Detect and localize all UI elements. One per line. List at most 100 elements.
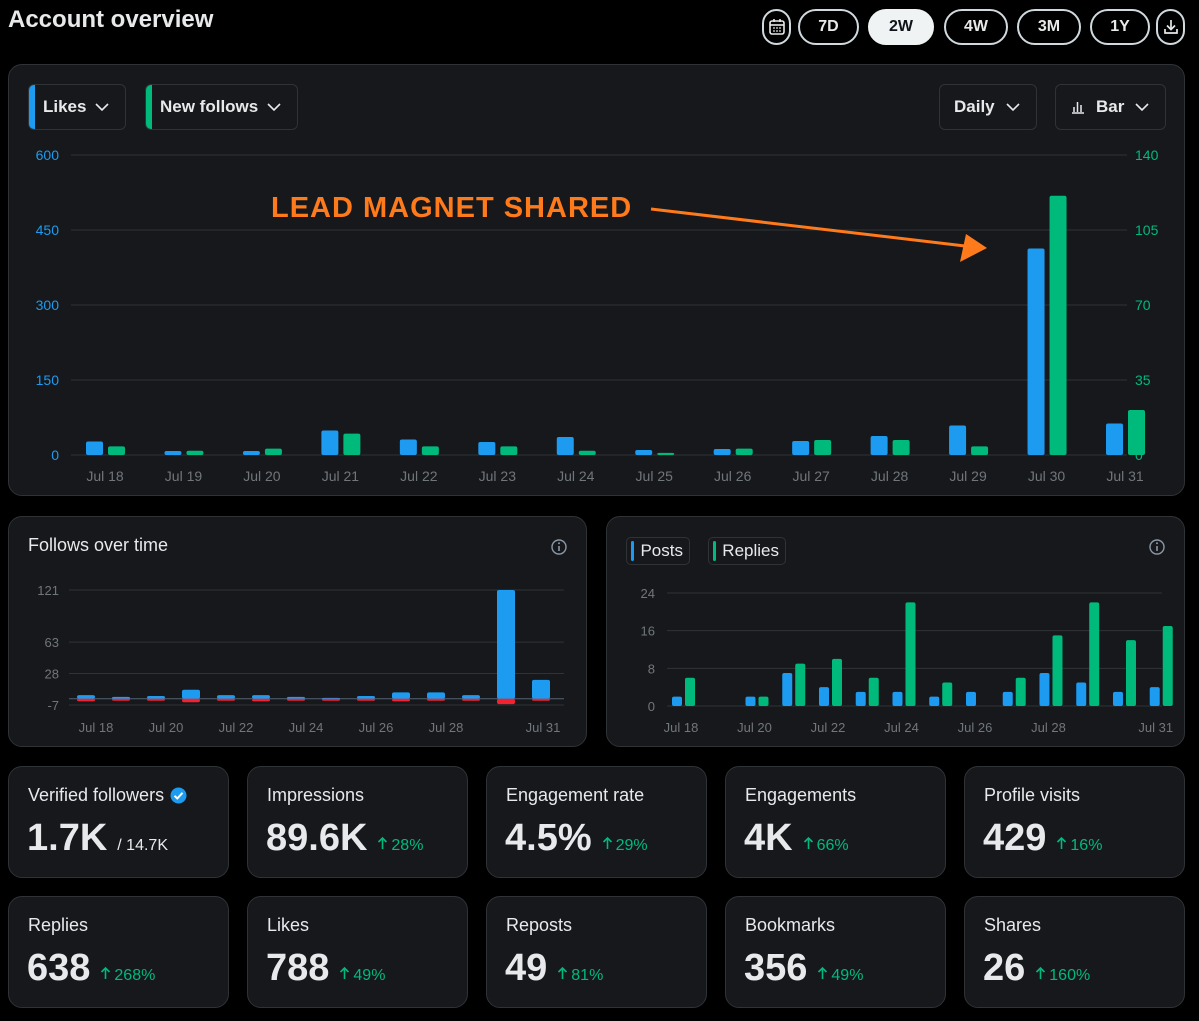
lead-magnet-annotation: LEAD MAGNET SHARED	[271, 192, 632, 224]
stat-card-profile-visits[interactable]: Profile visits 429 16%	[964, 766, 1185, 878]
range-1y-button[interactable]: 1Y	[1090, 9, 1150, 45]
download-button[interactable]	[1156, 9, 1185, 45]
posts-bar	[745, 696, 756, 706]
posts-replies-panel: Posts Replies 0 8 16 24 Jul 18 Jul 20 Jul 22 Ju…	[606, 516, 1185, 747]
replies-bar	[905, 602, 916, 706]
follows-bar	[392, 692, 410, 699]
legend-replies[interactable]: Replies	[708, 537, 786, 565]
info-icon[interactable]	[550, 538, 568, 556]
chart-type-dropdown[interactable]: Bar	[1055, 84, 1166, 130]
follows-bar	[532, 679, 550, 699]
y-right-tick-label: 105	[1135, 222, 1159, 238]
stat-value: 1.7K / 14.7K	[27, 817, 168, 860]
stat-change-text: 66%	[816, 837, 849, 854]
y-left-tick-label: 450	[36, 222, 60, 238]
follows-bar	[182, 689, 200, 699]
y-left-tick-label: 0	[51, 447, 59, 463]
unfollows-bar	[427, 698, 445, 701]
stat-label: Bookmarks	[745, 915, 835, 936]
metric-likes-dropdown[interactable]: Likes	[28, 84, 126, 130]
stat-label: Engagement rate	[506, 785, 644, 806]
follows-bar	[217, 695, 235, 699]
stat-value-text: 4K	[744, 817, 793, 859]
stat-card-likes[interactable]: Likes 788 49%	[247, 896, 468, 1008]
unfollows-bar	[532, 698, 550, 701]
likes-bar	[164, 451, 182, 455]
follows-bar	[252, 695, 270, 699]
x-tick-label: Jul 29	[949, 468, 987, 484]
stat-change: 160%	[1035, 966, 1090, 985]
new-follows-bar	[108, 446, 125, 455]
range-4w-button[interactable]: 4W	[944, 9, 1008, 45]
posts-bar	[818, 687, 829, 706]
stat-value: 638 268%	[27, 947, 155, 990]
calendar-icon	[768, 19, 785, 35]
metric-new-follows-dropdown[interactable]: New follows	[145, 84, 298, 130]
posts-bar	[672, 696, 682, 706]
new-follows-bar	[578, 450, 596, 455]
new-follows-bar	[1128, 410, 1145, 455]
range-3m-button[interactable]: 3M	[1017, 9, 1081, 45]
stat-label: Shares	[984, 915, 1041, 936]
x-tick-label: Jul 18	[79, 720, 114, 735]
x-tick-label: Jul 20	[149, 720, 184, 735]
stat-card-engagement-rate[interactable]: Engagement rate 4.5% 29%	[486, 766, 707, 878]
follows-bar	[497, 590, 515, 699]
likes-bar	[556, 437, 574, 455]
range-label: 1Y	[1110, 18, 1130, 35]
follows-bar	[427, 692, 445, 699]
arrow-up-icon	[378, 836, 388, 849]
unfollows-bar	[287, 698, 305, 701]
stat-value: 4K 66%	[744, 817, 849, 860]
follows-bar	[357, 696, 375, 699]
x-tick-label: Jul 28	[871, 468, 909, 484]
info-icon[interactable]	[1148, 538, 1166, 556]
main-bar-chart: LEAD MAGNET SHARED 001503530070450105600…	[36, 147, 1159, 484]
range-2w-button[interactable]: 2W	[868, 9, 934, 45]
calendar-button[interactable]	[762, 9, 791, 45]
stat-card-replies[interactable]: Replies 638 268%	[8, 896, 229, 1008]
replies-bar	[1125, 640, 1136, 706]
follows-bar	[462, 695, 480, 699]
posts-bar	[1076, 682, 1087, 706]
stat-label-text: Engagement rate	[506, 785, 645, 805]
likes-bar	[635, 450, 653, 455]
stat-change-text: 16%	[1070, 837, 1103, 854]
stat-card-engagements[interactable]: Engagements 4K 66%	[725, 766, 946, 878]
replies-bar	[1162, 625, 1173, 706]
likes-bar	[478, 442, 496, 455]
stat-value: 89.6K 28%	[266, 817, 423, 860]
y-left-tick-label: 300	[36, 297, 60, 313]
stat-value: 788 49%	[266, 947, 385, 990]
posts-color-swatch	[631, 541, 635, 561]
chevron-down-icon	[95, 102, 109, 112]
posts-bar	[855, 691, 866, 706]
replies-color-swatch	[713, 541, 717, 561]
stat-card-verified-followers[interactable]: Verified followers 1.7K / 14.7K	[8, 766, 229, 878]
stat-value: 26 160%	[983, 947, 1090, 990]
arrow-up-icon	[602, 836, 612, 849]
chart-type-label: Bar	[1096, 97, 1125, 116]
replies-bar	[1052, 635, 1063, 706]
y-tick-label: 8	[648, 661, 655, 676]
new-follows-bar	[892, 440, 910, 455]
range-7d-button[interactable]: 7D	[798, 9, 859, 45]
replies-bar	[685, 677, 695, 706]
x-tick-label: Jul 26	[714, 468, 752, 484]
stat-card-reposts[interactable]: Reposts 49 81%	[486, 896, 707, 1008]
stat-label-text: Reposts	[506, 915, 573, 935]
stat-card-impressions[interactable]: Impressions 89.6K 28%	[247, 766, 468, 878]
interval-dropdown[interactable]: Daily	[939, 84, 1037, 130]
x-tick-label: Jul 26	[958, 720, 993, 735]
arrow-up-icon	[340, 966, 350, 979]
stat-card-bookmarks[interactable]: Bookmarks 356 49%	[725, 896, 946, 1008]
stat-card-shares[interactable]: Shares 26 160%	[964, 896, 1185, 1008]
x-tick-label: Jul 20	[243, 468, 281, 484]
stat-value-text: 788	[266, 947, 330, 989]
stat-label: Impressions	[267, 785, 364, 806]
stat-change: 49%	[817, 966, 863, 985]
download-icon	[1163, 20, 1178, 34]
stat-change-text: 49%	[353, 967, 386, 984]
new-follows-bar	[971, 446, 989, 455]
legend-posts[interactable]: Posts	[626, 537, 690, 565]
